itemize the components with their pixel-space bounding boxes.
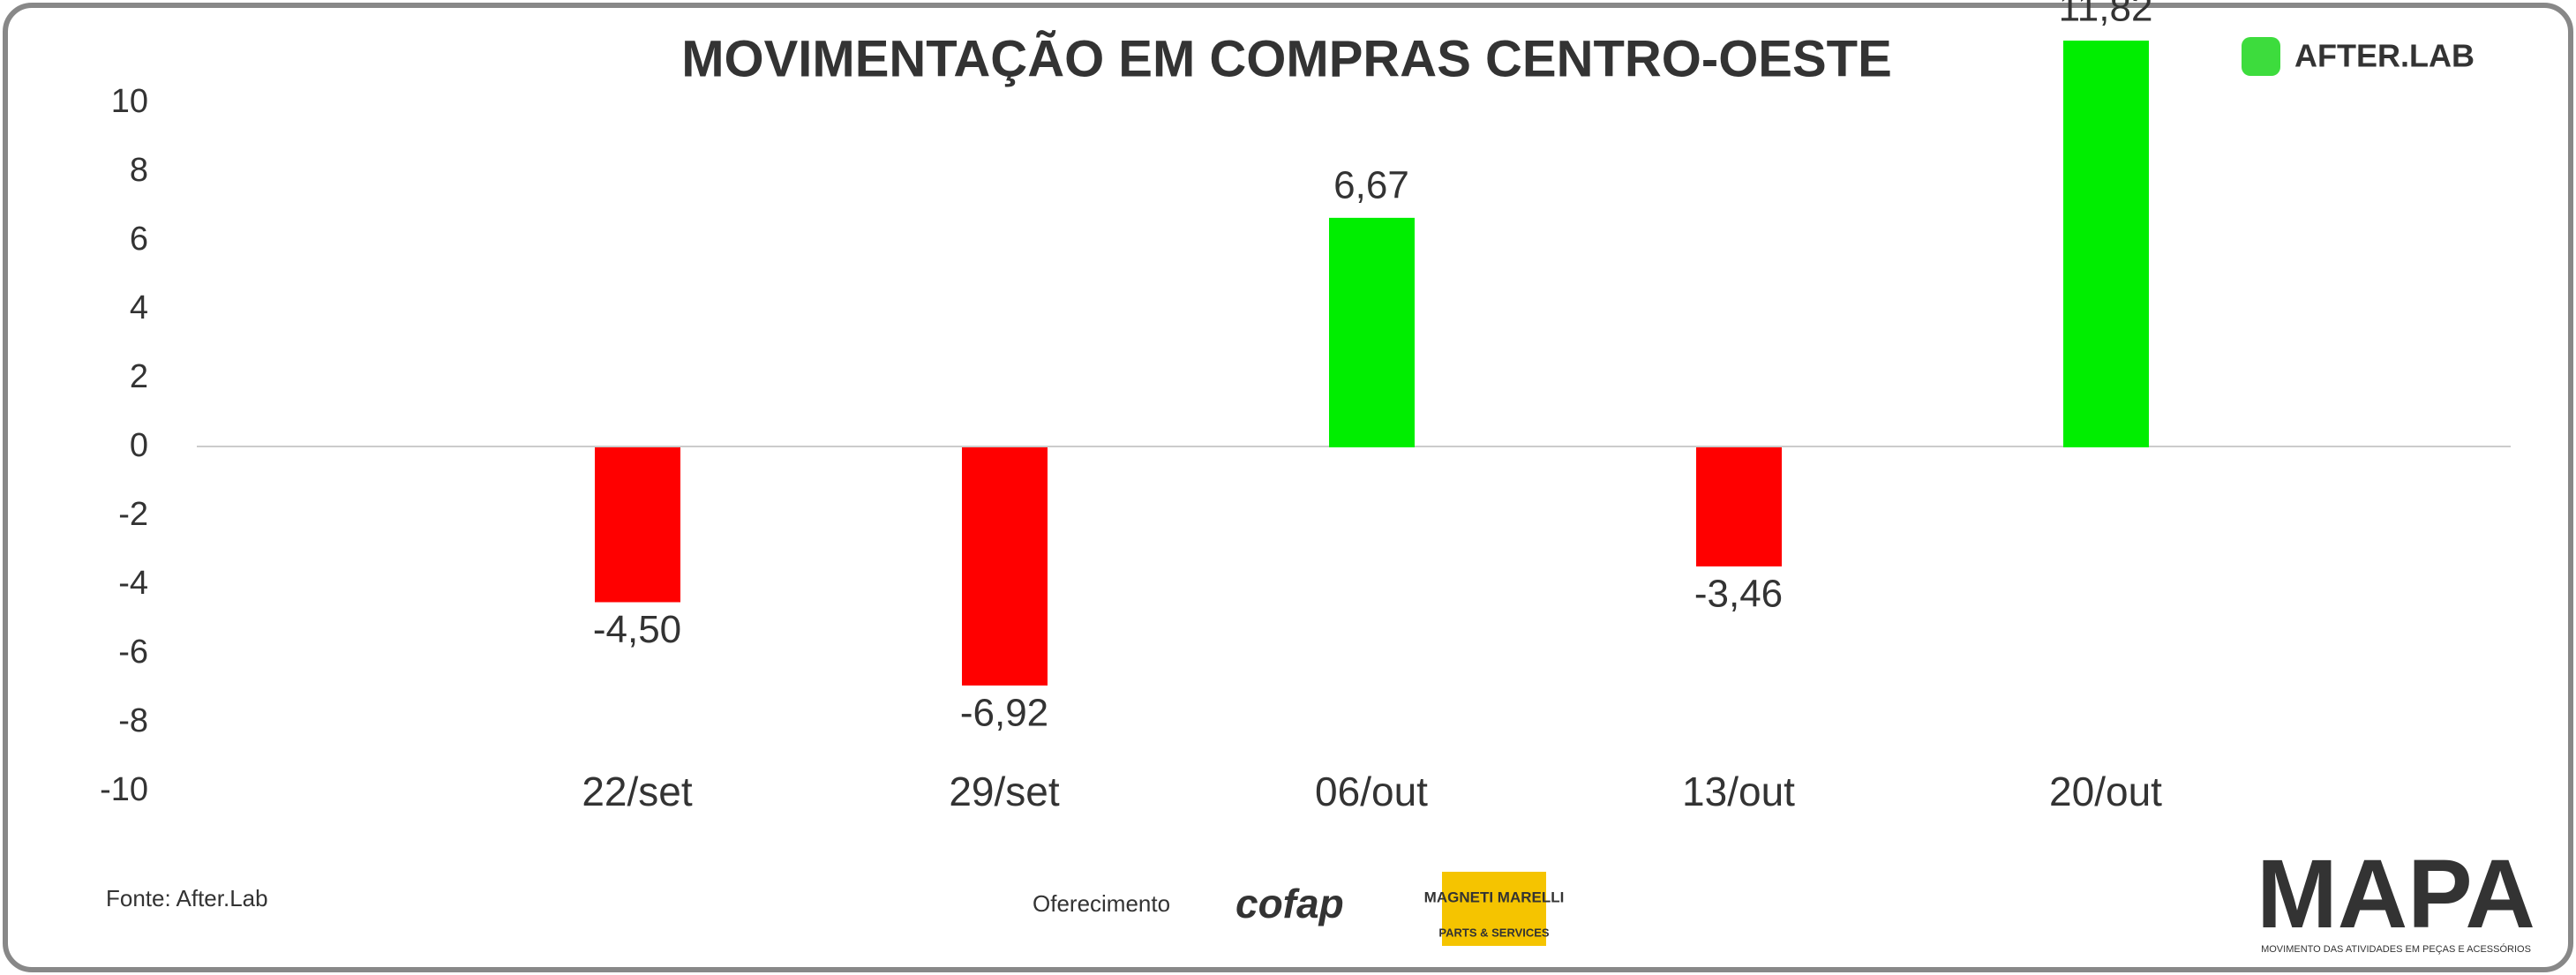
source: Fonte: After.Lab: [106, 885, 268, 911]
bar: [1329, 217, 1415, 447]
y-tick-label: -6: [118, 634, 148, 671]
y-tick-label: -2: [118, 496, 148, 533]
cofap-logo: cofap: [1235, 881, 1344, 926]
x-tick-label: 29/set: [949, 769, 1060, 814]
magneti-logo: MAGNETI MARELLI: [1424, 889, 1565, 905]
data-label: 6,67: [1333, 163, 1409, 206]
bar: [2063, 41, 2149, 448]
magneti-box: [1442, 872, 1546, 946]
bar: [1696, 447, 1782, 566]
y-tick-label: 0: [130, 427, 148, 464]
y-tick-label: 2: [130, 358, 148, 395]
bar: [962, 447, 1048, 686]
frame: [3, 3, 2573, 972]
y-tick-label: -10: [100, 771, 148, 808]
afterlab-logo: AFTER.LAB: [2294, 38, 2475, 74]
x-tick-label: 22/set: [582, 769, 693, 814]
y-tick-label: 8: [130, 152, 148, 189]
data-label: -3,46: [1694, 573, 1783, 616]
y-tick-label: -4: [118, 565, 148, 602]
magneti-sub: PARTS & SERVICES: [1438, 926, 1550, 939]
data-label: 11,82: [2059, 0, 2153, 30]
chart-title: MOVIMENTAÇÃO EM COMPRAS CENTRO-OESTE: [681, 30, 1892, 87]
data-label: -6,92: [960, 692, 1048, 735]
mapa-logo: MAPA: [2257, 840, 2535, 949]
mapa-sub: MOVIMENTO DAS ATIVIDADES EM PEÇAS E ACES…: [2261, 943, 2531, 955]
x-tick-label: 06/out: [1315, 769, 1428, 814]
afterlab-icon: [2242, 37, 2280, 76]
sponsor: Oferecimento: [1033, 890, 1170, 917]
y-tick-label: 6: [130, 221, 148, 258]
x-tick-label: 20/out: [2049, 769, 2162, 814]
y-tick-label: 10: [111, 83, 148, 120]
bar: [595, 447, 680, 603]
y-tick-label: 4: [130, 289, 148, 326]
y-tick-label: -8: [118, 702, 148, 739]
x-tick-label: 13/out: [1682, 769, 1795, 814]
data-label: -4,50: [593, 608, 681, 651]
